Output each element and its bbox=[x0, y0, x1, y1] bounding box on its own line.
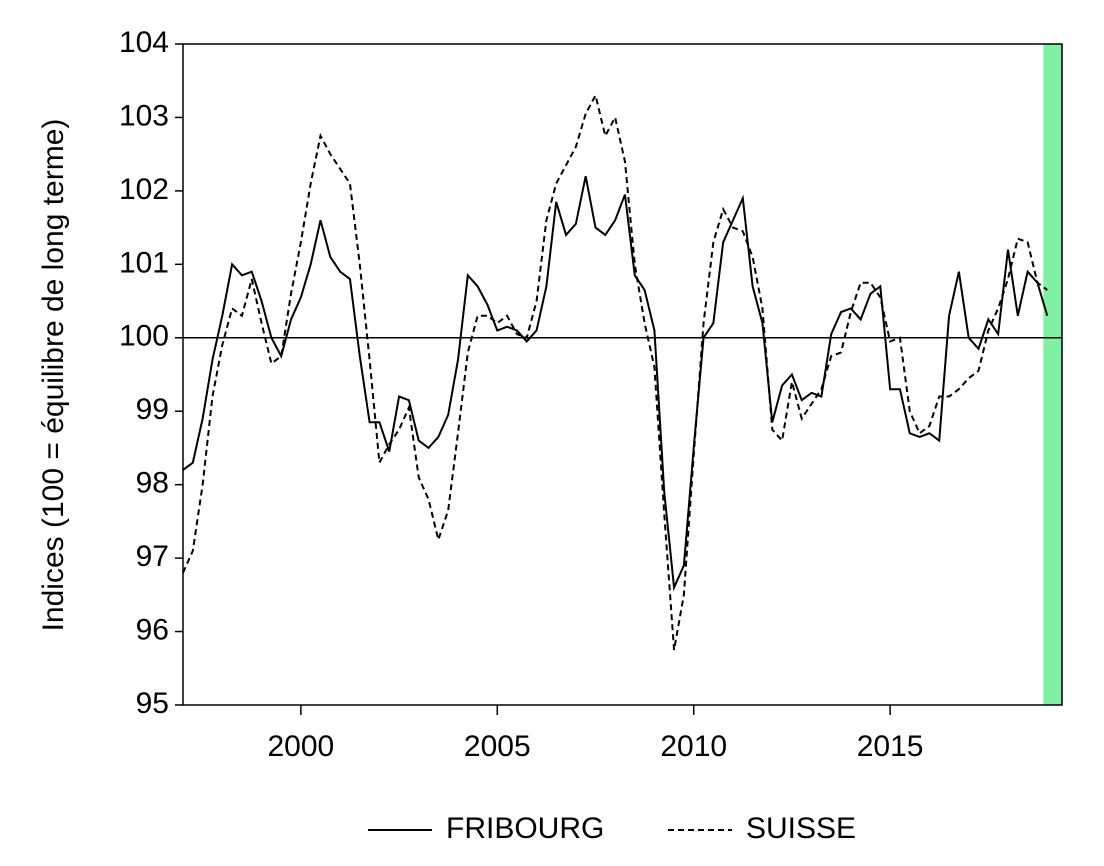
y-tick-label: 97 bbox=[136, 540, 169, 573]
y-tick-label: 104 bbox=[119, 26, 169, 59]
x-tick-label: 2010 bbox=[660, 730, 727, 763]
series-line bbox=[182, 175, 1049, 592]
y-tick-label: 95 bbox=[136, 687, 169, 720]
y-tick-label: 100 bbox=[119, 320, 169, 353]
x-tick-label: 2000 bbox=[267, 730, 334, 763]
y-tick-label: 103 bbox=[119, 99, 169, 132]
shaded-period bbox=[1043, 44, 1062, 705]
y-tick-label: 99 bbox=[136, 393, 169, 426]
y-tick-label: 102 bbox=[119, 173, 169, 206]
y-tick-label: 98 bbox=[136, 467, 169, 500]
x-tick-label: 2015 bbox=[857, 730, 924, 763]
legend-label: SUISSE bbox=[746, 812, 856, 845]
legend-label: FRIBOURG bbox=[446, 812, 604, 845]
y-tick-label: 96 bbox=[136, 613, 169, 646]
y-tick-label: 101 bbox=[119, 246, 169, 279]
x-tick-label: 2005 bbox=[464, 730, 531, 763]
series-line bbox=[182, 92, 1048, 651]
plot-frame bbox=[182, 43, 1063, 706]
y-axis-label: Indices (100 = équilibre de long terme) bbox=[37, 119, 70, 632]
